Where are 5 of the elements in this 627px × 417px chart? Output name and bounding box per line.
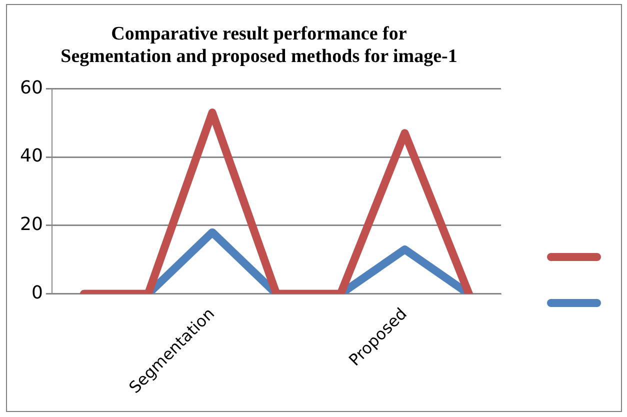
y-tick-label: 40 <box>20 146 43 167</box>
y-tick-label: 20 <box>20 214 43 236</box>
y-tick-label: 60 <box>20 77 43 98</box>
chart-title: Comparative result performance for Segmentation and proposed methods for image-1 <box>60 23 458 68</box>
y-tick-label: 0 <box>31 282 43 304</box>
